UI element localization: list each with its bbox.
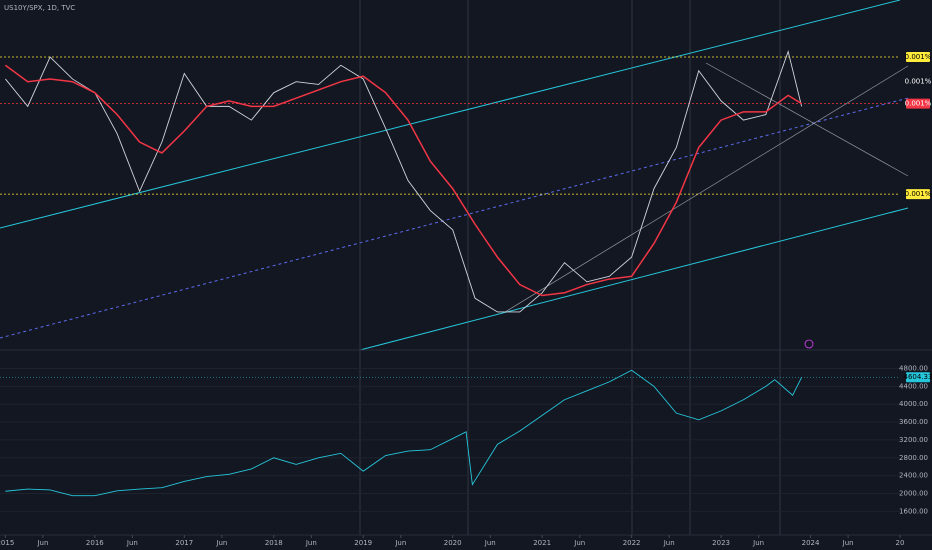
y-tick-label: 3200.00 [899,436,928,444]
x-tick-label: 20 [896,539,905,547]
chart-title: US10Y/SPX, 1D, TVC [4,4,75,12]
x-tick-label: 2023 [712,539,730,547]
series-line [5,49,803,313]
series-line [5,369,802,497]
x-tick-label: Jun [842,539,854,547]
y-tick-label: 3600.00 [899,418,928,426]
level-tag [906,98,930,109]
last-price-label: 4604.33 [904,373,932,381]
event-icon[interactable] [804,339,814,349]
level-label: 0.001% [905,78,932,86]
y-tick-label: 2800.00 [899,454,928,462]
y-tick-label: 2000.00 [899,489,928,497]
x-tick-label: 2015 [0,539,14,547]
x-tick-label: 2021 [533,539,551,547]
x-tick-label: Jun [215,539,227,547]
channel [0,0,909,351]
level-tag [906,52,930,63]
x-tick-label: Jun [36,539,48,547]
x-tick-label: 2022 [623,539,641,547]
x-tick-label: Jun [394,539,406,547]
x-tick-label: Jun [752,539,764,547]
x-tick-label: Jun [663,539,675,547]
level-label: 0.001% [905,190,932,198]
y-tick-label: 4800.00 [899,364,928,372]
x-tick-label: 2024 [802,539,820,547]
x-tick-label: Jun [305,539,317,547]
x-tick-label: 2017 [175,539,193,547]
y-tick-label: 1600.00 [899,507,928,515]
mid-line [0,97,909,339]
last-price-tag [906,372,930,383]
level-label: 0.001% [905,100,932,108]
level-label: 0.001% [905,53,932,61]
y-tick-label: 4400.00 [899,382,928,390]
x-tick-label: Jun [484,539,496,547]
x-tick-label: 2019 [354,539,372,547]
triangle-lines [504,62,909,313]
x-tick-label: 2016 [86,539,104,547]
y-tick-label: 4000.00 [899,400,928,408]
series-line [4,64,802,297]
x-tick-label: 2020 [444,539,462,547]
level-tag [906,189,930,200]
x-tick-label: Jun [126,539,138,547]
x-tick-label: Jun [573,539,585,547]
y-tick-label: 2400.00 [899,472,928,480]
x-tick-label: 2018 [265,539,283,547]
